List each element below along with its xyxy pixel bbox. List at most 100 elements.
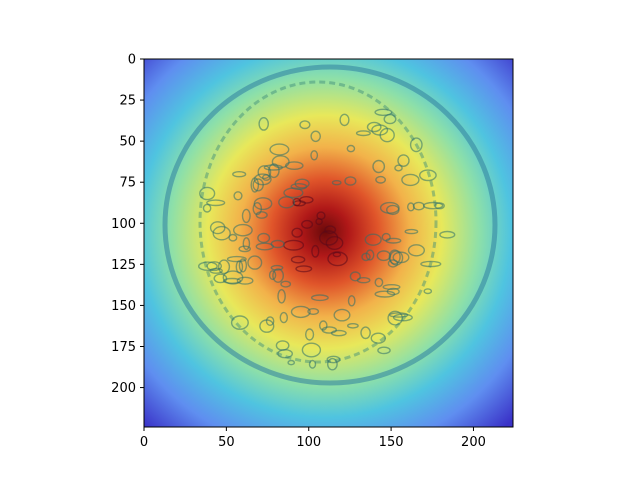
tissue-cell: [271, 155, 290, 169]
tissue-cell: [339, 113, 350, 127]
tissue-cell: [346, 144, 356, 153]
tissue-cell: [310, 294, 329, 302]
tissue-cell: [347, 295, 356, 307]
tissue-cell: [217, 259, 231, 275]
tissue-cell: [242, 237, 251, 251]
tissue-cell: [324, 225, 337, 234]
tissue-cell: [272, 268, 284, 283]
tissue-cell: [253, 197, 273, 211]
plot-area: [144, 59, 513, 427]
y-axis: 0 25 50 75 100 125 150 175 200: [111, 53, 144, 396]
tissue-cell: [434, 202, 445, 210]
tissue-cell: [258, 117, 270, 131]
tissue-cell: [319, 230, 339, 246]
tissue-cell: [310, 150, 319, 161]
tissue-cell: [404, 228, 419, 235]
heatmap-image: [144, 59, 513, 427]
tissue-cell: [423, 288, 433, 295]
y-tick-label: 100: [111, 217, 136, 232]
tissue-cell: [371, 124, 389, 136]
tissue-cell: [199, 186, 216, 201]
tissue-cell: [407, 244, 426, 257]
tissue-cell: [209, 267, 223, 274]
x-axis: 0 50 100 150 200: [140, 427, 486, 450]
tissue-cell: [238, 258, 248, 273]
tissue-cell: [383, 113, 397, 125]
x-tick-label: 100: [296, 435, 321, 450]
tissue-cell: [326, 355, 341, 364]
tissue-cell: [409, 137, 423, 153]
tissue-cell: [226, 255, 247, 263]
tissue-cell: [232, 170, 247, 178]
tissue-cell: [259, 319, 275, 333]
y-tick-label: 50: [119, 135, 136, 150]
tissue-cell: [332, 251, 342, 258]
tissue-cell: [241, 208, 251, 224]
tissue-cell: [265, 316, 275, 326]
tissue-cell: [365, 249, 375, 261]
tissue-cell: [277, 288, 286, 304]
tissue-texture: [197, 108, 456, 371]
tissue-cell: [292, 197, 302, 207]
tissue-cell: [379, 201, 400, 214]
y-tick-label: 200: [111, 381, 136, 396]
tissue-cell: [233, 191, 243, 201]
tissue-inner-ring: [198, 80, 438, 364]
tissue-cell: [252, 202, 263, 216]
tissue-cell: [374, 277, 384, 288]
tissue-cell: [360, 326, 371, 340]
tissue-cell: [394, 164, 403, 172]
tissue-cell: [238, 245, 251, 253]
tissue-cell: [308, 359, 317, 369]
tissue-cell: [197, 261, 218, 272]
tissue-cell: [290, 255, 306, 264]
tissue-cell: [247, 255, 263, 270]
tissue-cell: [377, 346, 391, 355]
tissue-cell: [295, 265, 313, 273]
tissue-cell: [299, 120, 311, 130]
tissue-cell: [418, 169, 437, 182]
tissue-cell: [346, 322, 359, 329]
tissue-cell: [422, 201, 444, 210]
tissue-cell: [316, 211, 326, 220]
tissue-cell: [310, 130, 322, 143]
y-tick-label: 150: [111, 299, 136, 314]
tissue-cell: [349, 271, 361, 282]
tissue-cell: [250, 177, 260, 193]
tissue-cell: [307, 308, 320, 316]
tissue-cell: [355, 130, 371, 137]
y-tick-label: 25: [119, 94, 136, 109]
tissue-cell: [209, 221, 226, 235]
tissue-cell: [401, 173, 420, 187]
tissue-cell: [255, 211, 268, 219]
tissue-cell: [311, 244, 320, 258]
tissue-cell: [330, 329, 347, 337]
tissue-cell: [287, 359, 296, 366]
tissue-cell: [255, 242, 274, 251]
tissue-cell: [318, 320, 328, 331]
y-tick-label: 0: [128, 53, 136, 68]
tissue-cell: [202, 203, 212, 213]
tissue-cell: [376, 250, 391, 262]
tissue-cell: [325, 235, 344, 250]
tissue-cell: [275, 340, 290, 351]
tissue-cell: [364, 233, 382, 246]
tissue-cell: [370, 332, 386, 344]
y-tick-label: 175: [111, 340, 136, 355]
tissue-cell: [206, 261, 222, 272]
tissue-cell: [291, 227, 303, 238]
tissue-cell: [333, 308, 351, 322]
tissue-cell: [268, 163, 280, 179]
tissue-cell: [212, 225, 231, 241]
x-tick-label: 150: [379, 435, 404, 450]
tissue-cell: [326, 357, 338, 371]
y-tick-label: 125: [111, 258, 136, 273]
tissue-cell: [382, 284, 401, 291]
tissue-cell: [270, 264, 284, 271]
tissue-cell: [301, 342, 322, 358]
x-tick-label: 50: [218, 435, 235, 450]
tissue-cell: [283, 187, 304, 199]
tissue-cell: [301, 219, 314, 229]
tissue-cell: [331, 179, 342, 186]
